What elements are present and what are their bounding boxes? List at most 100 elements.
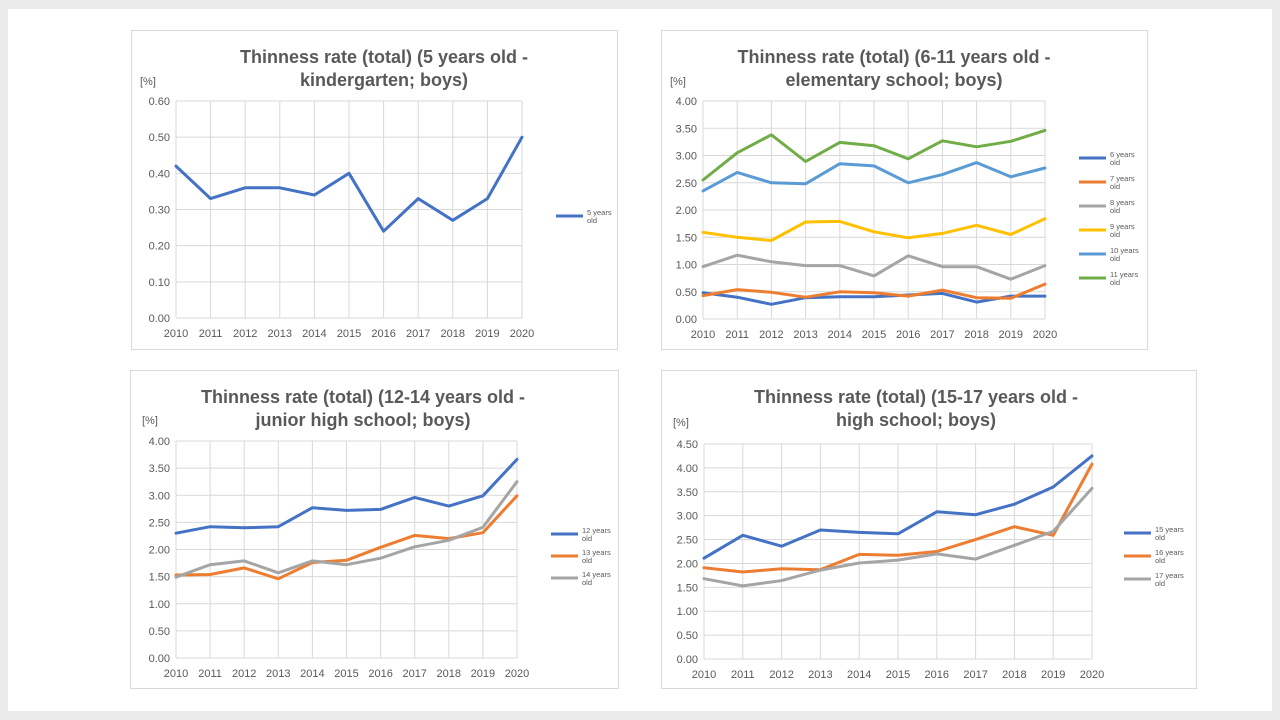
x-tick-label: 2020 bbox=[1033, 329, 1057, 341]
y-tick-label: 3.50 bbox=[677, 487, 698, 499]
legend-label: 8 years bbox=[1110, 198, 1135, 207]
x-tick-label: 2018 bbox=[437, 668, 461, 680]
y-tick-label: 2.00 bbox=[676, 205, 697, 217]
line-chart: Thinness rate (total) (15-17 years old -… bbox=[673, 387, 1184, 681]
y-tick-label: 0.50 bbox=[149, 626, 170, 638]
y-tick-label: 0.10 bbox=[149, 277, 170, 289]
y-tick-label: 2.50 bbox=[677, 535, 698, 547]
y-tick-label: 0.00 bbox=[677, 654, 698, 666]
x-tick-label: 2019 bbox=[1041, 669, 1065, 681]
legend-label: 10 years bbox=[1110, 246, 1139, 255]
y-tick-label: 1.00 bbox=[149, 599, 170, 611]
x-tick-label: 2016 bbox=[896, 329, 920, 341]
chart-title-line: kindergarten; boys) bbox=[300, 70, 468, 90]
y-tick-label: 4.00 bbox=[677, 463, 698, 475]
y-tick-label: 3.50 bbox=[676, 123, 697, 135]
y-tick-label: 1.50 bbox=[149, 572, 170, 584]
x-tick-label: 2013 bbox=[268, 328, 292, 340]
legend-label: 14 years bbox=[582, 570, 611, 579]
line-chart: Thinness rate (total) (6-11 years old - e… bbox=[670, 47, 1139, 341]
legend-label: old bbox=[582, 534, 592, 543]
x-tick-label: 2012 bbox=[769, 669, 793, 681]
y-tick-label: 0.50 bbox=[677, 630, 698, 642]
y-tick-label: 0.00 bbox=[149, 653, 170, 665]
x-tick-label: 2014 bbox=[828, 329, 852, 341]
x-tick-label: 2019 bbox=[471, 668, 495, 680]
line-chart: Thinness rate (total) (5 years old - kind… bbox=[140, 47, 612, 340]
legend-label: old bbox=[1155, 579, 1165, 588]
y-tick-label: 0.50 bbox=[676, 287, 697, 299]
series-line bbox=[174, 480, 519, 579]
y-tick-label: 4.00 bbox=[676, 96, 697, 108]
series-line bbox=[174, 457, 519, 535]
series-line bbox=[702, 462, 1094, 574]
legend-label: old bbox=[1110, 158, 1120, 167]
y-tick-label: 3.00 bbox=[676, 151, 697, 163]
slide: Thinness rate (total) (5 years old - kind… bbox=[8, 9, 1272, 711]
chart-panel-junior-high: Thinness rate (total) (12-14 years old -… bbox=[130, 370, 619, 689]
x-tick-label: 2013 bbox=[266, 668, 290, 680]
legend-label: old bbox=[1110, 182, 1120, 191]
x-tick-label: 2014 bbox=[300, 668, 324, 680]
legend-label: old bbox=[1110, 254, 1120, 263]
series-line bbox=[174, 135, 524, 233]
legend-label: 9 years bbox=[1110, 222, 1135, 231]
x-tick-label: 2011 bbox=[731, 669, 755, 681]
x-tick-label: 2016 bbox=[925, 669, 949, 681]
legend-label: old bbox=[587, 216, 597, 225]
y-tick-label: 0.00 bbox=[149, 313, 170, 325]
legend-label: 6 years bbox=[1110, 150, 1135, 159]
x-tick-label: 2015 bbox=[334, 668, 358, 680]
y-tick-label: 2.50 bbox=[676, 178, 697, 190]
legend-label: 5 years bbox=[587, 208, 612, 217]
legend-label: old bbox=[1155, 533, 1165, 542]
x-tick-label: 2011 bbox=[725, 329, 749, 341]
y-tick-label: 0.40 bbox=[149, 168, 170, 180]
legend-label: 17 years bbox=[1155, 571, 1184, 580]
chart-title-line: elementary school; boys) bbox=[785, 70, 1002, 90]
x-tick-label: 2020 bbox=[505, 668, 529, 680]
chart-title-line: junior high school; boys) bbox=[255, 410, 471, 430]
y-tick-label: 0.50 bbox=[149, 132, 170, 144]
legend-label: old bbox=[582, 578, 592, 587]
x-tick-label: 2018 bbox=[441, 328, 465, 340]
x-tick-label: 2016 bbox=[371, 328, 395, 340]
legend-label: old bbox=[582, 556, 592, 565]
series-line bbox=[701, 161, 1047, 193]
y-tick-label: 1.00 bbox=[676, 260, 697, 272]
legend-label: old bbox=[1110, 278, 1120, 287]
y-tick-label: 4.50 bbox=[677, 439, 698, 451]
x-tick-label: 2019 bbox=[475, 328, 499, 340]
x-tick-label: 2020 bbox=[1080, 669, 1104, 681]
chart-title-line: Thinness rate (total) (5 years old - bbox=[240, 47, 528, 67]
x-tick-label: 2017 bbox=[402, 668, 426, 680]
chart-panel-kindergarten: Thinness rate (total) (5 years old - kind… bbox=[131, 30, 618, 350]
series-line bbox=[701, 291, 1047, 306]
y-tick-label: 3.50 bbox=[149, 463, 170, 475]
legend-label: 12 years bbox=[582, 526, 611, 535]
legend-label: 16 years bbox=[1155, 548, 1184, 557]
y-tick-label: 4.00 bbox=[149, 436, 170, 448]
x-tick-label: 2017 bbox=[963, 669, 987, 681]
x-tick-label: 2016 bbox=[368, 668, 392, 680]
y-tick-label: 2.00 bbox=[677, 558, 698, 570]
legend-label: old bbox=[1155, 556, 1165, 565]
series-line bbox=[701, 282, 1047, 300]
y-axis-unit-label: [%] bbox=[670, 76, 686, 88]
y-tick-label: 1.50 bbox=[676, 232, 697, 244]
legend-label: old bbox=[1110, 230, 1120, 239]
x-tick-label: 2013 bbox=[793, 329, 817, 341]
y-tick-label: 2.00 bbox=[149, 545, 170, 557]
y-tick-label: 1.50 bbox=[677, 582, 698, 594]
x-tick-label: 2011 bbox=[199, 328, 223, 340]
series-line bbox=[701, 253, 1047, 281]
y-tick-label: 1.00 bbox=[677, 606, 698, 618]
x-tick-label: 2018 bbox=[1002, 669, 1026, 681]
chart-panel-elementary: Thinness rate (total) (6-11 years old - e… bbox=[661, 30, 1148, 350]
y-axis-unit-label: [%] bbox=[140, 76, 156, 88]
series-line bbox=[701, 217, 1047, 242]
y-axis-unit-label: [%] bbox=[142, 415, 158, 427]
chart-title-line: high school; boys) bbox=[836, 410, 996, 430]
x-tick-label: 2018 bbox=[964, 329, 988, 341]
y-tick-label: 2.50 bbox=[149, 517, 170, 529]
